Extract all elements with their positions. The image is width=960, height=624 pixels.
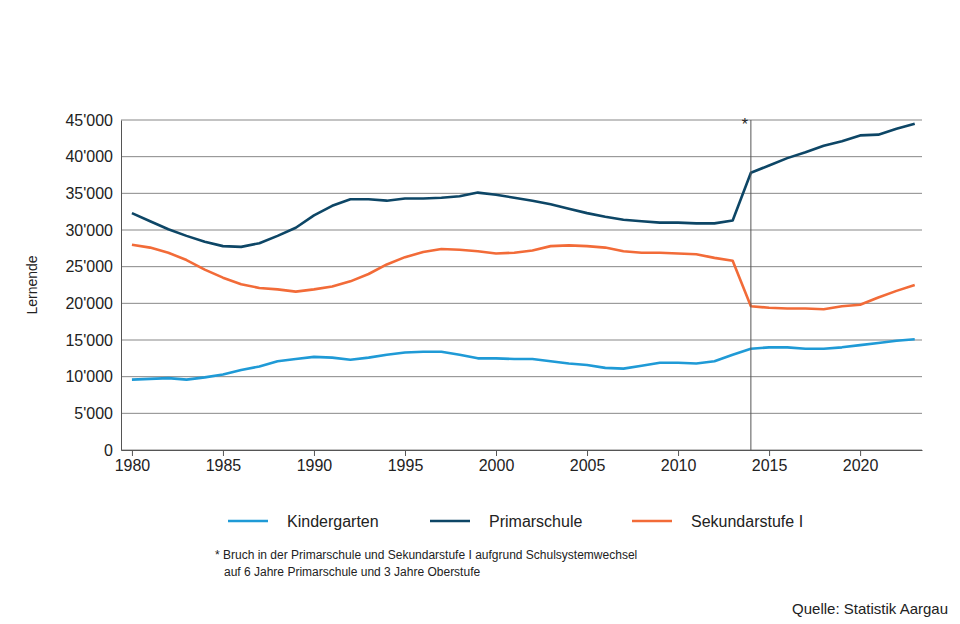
y-tick-label: 0 bbox=[104, 442, 113, 459]
x-tick-mark bbox=[223, 450, 224, 456]
x-tick: 1990 bbox=[297, 450, 333, 474]
x-tick-label: 1995 bbox=[388, 457, 424, 474]
grid-line bbox=[121, 156, 922, 157]
grid-line bbox=[121, 266, 922, 267]
y-tick-label: 25'000 bbox=[65, 258, 113, 275]
y-tick-label: 10'000 bbox=[65, 368, 113, 385]
y-tick-label: 30'000 bbox=[65, 222, 113, 239]
x-tick-mark bbox=[132, 450, 133, 456]
x-tick-label: 1985 bbox=[206, 457, 242, 474]
grid-line bbox=[121, 340, 922, 341]
chart: 0 5'000 10'000 15'000 20'000 25'000 30'000 35'0… bbox=[0, 0, 960, 624]
y-tick-label: 45'000 bbox=[65, 112, 113, 129]
x-tick-label: 2000 bbox=[479, 457, 515, 474]
annotation-text: * bbox=[742, 116, 748, 133]
x-tick-mark bbox=[314, 450, 315, 456]
x-tick: 2015 bbox=[752, 450, 788, 474]
grid-line bbox=[121, 193, 922, 194]
x-tick-mark bbox=[678, 450, 679, 456]
source: Quelle: Statistik Aargau bbox=[792, 600, 948, 617]
y-tick: 5'000 bbox=[74, 405, 121, 422]
legend-swatch bbox=[430, 520, 470, 523]
y-tick: 45'000 bbox=[65, 112, 121, 129]
legend-label: Primarschule bbox=[489, 513, 582, 530]
legend-swatch bbox=[632, 520, 672, 523]
y-tick: 40'000 bbox=[65, 148, 121, 165]
x-tick-mark bbox=[860, 450, 861, 456]
y-axis-title: Lernende bbox=[24, 255, 40, 314]
series-line bbox=[132, 339, 915, 379]
x-tick-mark bbox=[587, 450, 588, 456]
y-axis-line bbox=[121, 121, 122, 451]
x-tick-label: 2015 bbox=[752, 457, 788, 474]
grid-line bbox=[121, 450, 922, 451]
y-tick-label: 20'000 bbox=[65, 295, 113, 312]
grid bbox=[121, 120, 922, 450]
y-tick: 15'000 bbox=[65, 332, 121, 349]
x-tick-label: 2005 bbox=[570, 457, 606, 474]
x-tick: 1995 bbox=[388, 450, 424, 474]
y-tick-label: 35'000 bbox=[65, 185, 113, 202]
plot-area bbox=[132, 124, 915, 380]
x-tick: 1985 bbox=[206, 450, 242, 474]
footnote: * Bruch in der Primarschule und Sekundar… bbox=[215, 548, 637, 562]
y-tick-label: 5'000 bbox=[74, 405, 113, 422]
legend-label: Sekundarstufe I bbox=[691, 513, 803, 530]
y-tick: 30'000 bbox=[65, 222, 121, 239]
x-tick: 2020 bbox=[843, 450, 879, 474]
x-tick-mark bbox=[405, 450, 406, 456]
x-tick: 2010 bbox=[661, 450, 697, 474]
legend: Kindergarten Primarschule Sekundarstufe I bbox=[228, 513, 803, 530]
grid-line bbox=[121, 376, 922, 377]
y-axis: 0 5'000 10'000 15'000 20'000 25'000 30'000 35'0… bbox=[65, 112, 121, 459]
x-tick-label: 2010 bbox=[661, 457, 697, 474]
grid-line bbox=[121, 413, 922, 414]
series-line bbox=[132, 245, 915, 310]
series-line bbox=[132, 124, 915, 247]
x-tick-mark bbox=[769, 450, 770, 456]
y-tick-label: 15'000 bbox=[65, 332, 113, 349]
y-tick: 25'000 bbox=[65, 258, 121, 275]
x-tick-label: 1990 bbox=[297, 457, 333, 474]
footnote: auf 6 Jahre Primarschule und 3 Jahre Obe… bbox=[224, 565, 480, 579]
grid-line bbox=[121, 230, 922, 231]
legend-swatch bbox=[228, 520, 268, 523]
x-tick: 2005 bbox=[570, 450, 606, 474]
x-tick-mark bbox=[496, 450, 497, 456]
y-tick: 0 bbox=[104, 442, 121, 459]
x-axis-line bbox=[122, 450, 923, 451]
x-tick-label: 1980 bbox=[115, 457, 151, 474]
annotation-line bbox=[750, 120, 751, 450]
y-tick: 35'000 bbox=[65, 185, 121, 202]
y-tick-label: 40'000 bbox=[65, 148, 113, 165]
legend-label: Kindergarten bbox=[287, 513, 379, 530]
x-tick: 1980 bbox=[115, 450, 151, 474]
x-axis: 1980 1985 1990 1995 2000 2005 2010 2015 2020 bbox=[115, 450, 923, 474]
grid-line bbox=[121, 303, 922, 304]
y-tick: 10'000 bbox=[65, 368, 121, 385]
grid-line bbox=[121, 120, 922, 121]
y-tick: 20'000 bbox=[65, 295, 121, 312]
x-tick-label: 2020 bbox=[843, 457, 879, 474]
x-tick: 2000 bbox=[479, 450, 515, 474]
